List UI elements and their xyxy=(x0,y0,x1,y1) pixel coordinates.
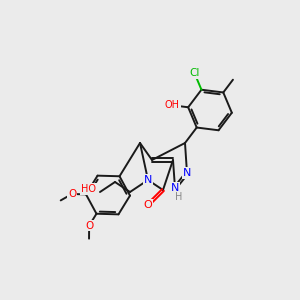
Text: N: N xyxy=(171,183,179,193)
Text: HO: HO xyxy=(81,184,96,194)
Text: H: H xyxy=(175,192,183,202)
Text: OH: OH xyxy=(165,100,180,110)
Text: O: O xyxy=(144,200,152,210)
Text: N: N xyxy=(144,175,152,185)
Text: O: O xyxy=(68,189,76,199)
Text: N: N xyxy=(183,168,191,178)
Text: O: O xyxy=(85,221,93,231)
Text: Cl: Cl xyxy=(189,68,200,78)
